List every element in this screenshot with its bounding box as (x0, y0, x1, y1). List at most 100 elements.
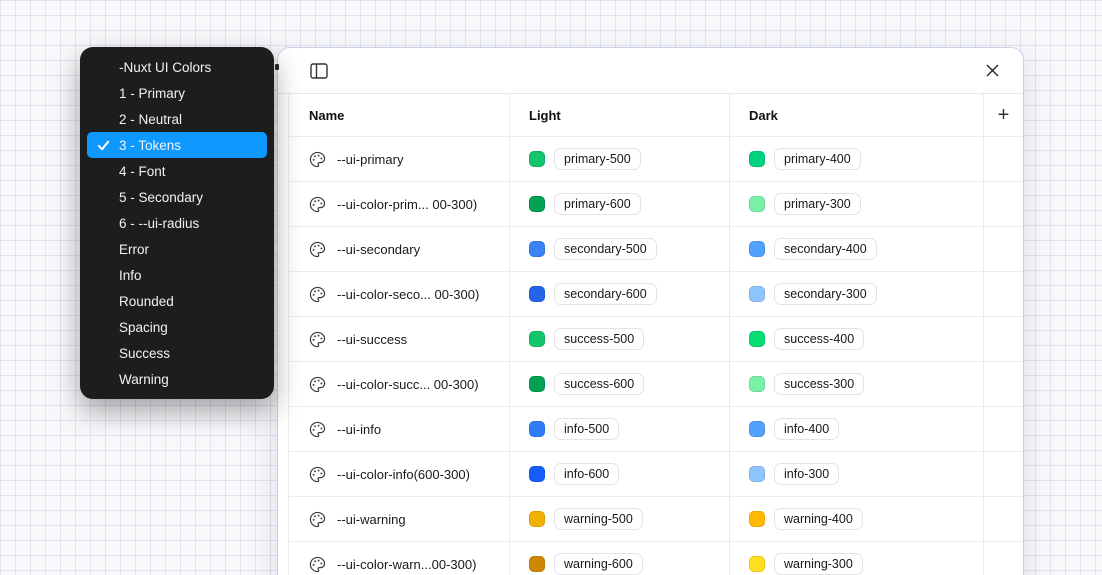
menu-item-error[interactable]: Error (87, 236, 267, 262)
menu-item-2-neutral[interactable]: 2 - Neutral (87, 106, 267, 132)
color-swatch-light[interactable] (529, 286, 545, 302)
token-badge-dark[interactable]: info-400 (774, 418, 840, 440)
menu-item-label: -Nuxt UI Colors (119, 59, 212, 75)
color-swatch-dark[interactable] (749, 151, 765, 167)
palette-icon (309, 466, 326, 482)
color-swatch-dark[interactable] (749, 511, 765, 527)
color-swatch-light[interactable] (529, 331, 545, 347)
token-badge-dark[interactable]: primary-400 (774, 148, 861, 170)
color-swatch-light[interactable] (529, 376, 545, 392)
table-header-row: Name Light Dark + (289, 94, 1023, 137)
token-badge-light[interactable]: info-600 (554, 463, 620, 485)
panel-left-icon[interactable] (307, 59, 331, 83)
menu-item-spacing[interactable]: Spacing (87, 314, 267, 340)
token-name: --ui-color-succ... 00-300) (337, 376, 479, 392)
token-badge-light[interactable]: warning-600 (554, 553, 643, 575)
column-header-dark: Dark (730, 94, 984, 137)
color-swatch-light[interactable] (529, 196, 545, 212)
token-name: --ui-warning (337, 511, 406, 527)
menu-item-label: 1 - Primary (119, 85, 186, 101)
menu-item-rounded[interactable]: Rounded (87, 288, 267, 314)
table-row-ui-color-info-600-300: --ui-color-info(600-300) info-600 info-3… (289, 452, 1023, 497)
token-badge-light[interactable]: info-500 (554, 418, 620, 440)
token-badge-light[interactable]: secondary-500 (554, 238, 657, 260)
menu-item-label: Info (119, 267, 142, 283)
token-badge-dark[interactable]: success-300 (774, 373, 865, 395)
menu-item-nuxt-ui-colors[interactable]: -Nuxt UI Colors (87, 54, 267, 80)
check-icon (97, 140, 110, 150)
table-row-ui-secondary: --ui-secondary secondary-500 secondary-4… (289, 227, 1023, 272)
token-name: --ui-success (337, 331, 408, 347)
color-swatch-dark[interactable] (749, 466, 765, 482)
color-swatch-dark[interactable] (749, 241, 765, 257)
token-badge-dark[interactable]: secondary-300 (774, 283, 877, 305)
column-header-name: Name (289, 94, 510, 137)
color-swatch-light[interactable] (529, 151, 545, 167)
menu-item-label: 3 - Tokens (119, 137, 182, 153)
page-dropdown-menu: -Nuxt UI Colors 1 - Primary 2 - Neutral … (80, 47, 274, 399)
token-badge-light[interactable]: success-600 (554, 373, 645, 395)
token-badge-dark[interactable]: warning-400 (774, 508, 863, 530)
token-badge-dark[interactable]: secondary-400 (774, 238, 877, 260)
menu-item-4-font[interactable]: 4 - Font (87, 158, 267, 184)
table-row-ui-info: --ui-info info-500 info-400 (289, 407, 1023, 452)
menu-item-label: Spacing (119, 319, 168, 335)
color-swatch-light[interactable] (529, 511, 545, 527)
token-badge-dark[interactable]: warning-300 (774, 553, 863, 575)
token-name: --ui-color-prim... 00-300) (337, 196, 478, 212)
add-column-button[interactable]: + (989, 100, 1019, 130)
token-name: --ui-color-info(600-300) (337, 466, 470, 482)
column-header-light: Light (510, 94, 730, 137)
menu-item-1-primary[interactable]: 1 - Primary (87, 80, 267, 106)
panel-toolbar (278, 48, 1023, 94)
token-badge-light[interactable]: primary-600 (554, 193, 641, 215)
token-name: --ui-color-warn...00-300) (337, 556, 477, 572)
palette-icon (309, 511, 326, 527)
token-name: --ui-color-seco... 00-300) (337, 286, 480, 302)
palette-icon (309, 241, 326, 257)
menu-item-info[interactable]: Info (87, 262, 267, 288)
token-badge-light[interactable]: success-500 (554, 328, 645, 350)
color-swatch-dark[interactable] (749, 196, 765, 212)
token-name: --ui-primary (337, 151, 404, 167)
menu-item-warning[interactable]: Warning (87, 366, 267, 392)
palette-icon (309, 556, 326, 572)
close-icon[interactable] (980, 59, 1004, 83)
table-row-ui-success: --ui-success success-500 success-400 (289, 317, 1023, 362)
table-row-ui-warning: --ui-warning warning-500 warning-400 (289, 497, 1023, 542)
palette-icon (309, 331, 326, 347)
color-swatch-dark[interactable] (749, 421, 765, 437)
token-badge-light[interactable]: primary-500 (554, 148, 641, 170)
color-swatch-dark[interactable] (749, 286, 765, 302)
tokens-table: Name Light Dark + --ui-primary primary-5… (288, 94, 1023, 575)
color-swatch-light[interactable] (529, 421, 545, 437)
token-badge-dark[interactable]: primary-300 (774, 193, 861, 215)
token-badge-light[interactable]: secondary-600 (554, 283, 657, 305)
menu-item-3-tokens[interactable]: 3 - Tokens (87, 132, 267, 158)
color-swatch-light[interactable] (529, 241, 545, 257)
token-name: --ui-secondary (337, 241, 421, 257)
color-swatch-dark[interactable] (749, 376, 765, 392)
table-row-ui-primary: --ui-primary primary-500 primary-400 (289, 137, 1023, 182)
token-badge-dark[interactable]: success-400 (774, 328, 865, 350)
palette-icon (309, 376, 326, 392)
token-badge-light[interactable]: warning-500 (554, 508, 643, 530)
color-swatch-dark[interactable] (749, 331, 765, 347)
table-row-ui-color-prim-00-300: --ui-color-prim... 00-300) primary-600 p… (289, 182, 1023, 227)
menu-item-label: 6 - --ui-radius (119, 215, 200, 231)
menu-item-label: 2 - Neutral (119, 111, 183, 127)
menu-item-label: 4 - Font (119, 163, 166, 179)
menu-item-label: Success (119, 345, 171, 361)
tokens-panel: Name Light Dark + --ui-primary primary-5… (277, 47, 1024, 575)
token-name: --ui-info (337, 421, 382, 437)
palette-icon (309, 286, 326, 302)
menu-item-label: Warning (119, 371, 169, 387)
menu-item-5-secondary[interactable]: 5 - Secondary (87, 184, 267, 210)
token-badge-dark[interactable]: info-300 (774, 463, 840, 485)
menu-item-success[interactable]: Success (87, 340, 267, 366)
color-swatch-dark[interactable] (749, 556, 765, 572)
menu-item-6-ui-radius[interactable]: 6 - --ui-radius (87, 210, 267, 236)
color-swatch-light[interactable] (529, 556, 545, 572)
palette-icon (309, 151, 326, 167)
color-swatch-light[interactable] (529, 466, 545, 482)
